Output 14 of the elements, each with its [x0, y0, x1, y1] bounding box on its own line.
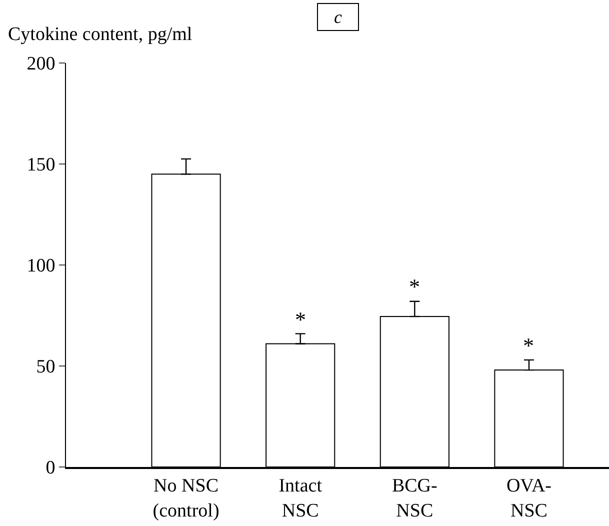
annotation: *	[523, 333, 534, 358]
y-tick-label: 150	[26, 154, 56, 176]
y-axis-title: Cytokine content, pg/ml	[8, 24, 192, 45]
x-tick-label: No NSC (control)	[152, 476, 220, 522]
x-tick-label: Intact NSC	[278, 476, 323, 522]
annotation: *	[409, 274, 420, 299]
x-tick-label: BCG- NSC	[392, 476, 438, 522]
y-tick-label: 50	[36, 356, 56, 378]
x-tick-label: OVA- NSC	[506, 476, 552, 522]
annotation: *	[295, 307, 306, 332]
chart-title: c	[334, 7, 342, 27]
y-tick-label: 200	[26, 54, 56, 75]
y-tick-label: 100	[26, 256, 56, 277]
y-tick-label: 0	[46, 458, 56, 479]
